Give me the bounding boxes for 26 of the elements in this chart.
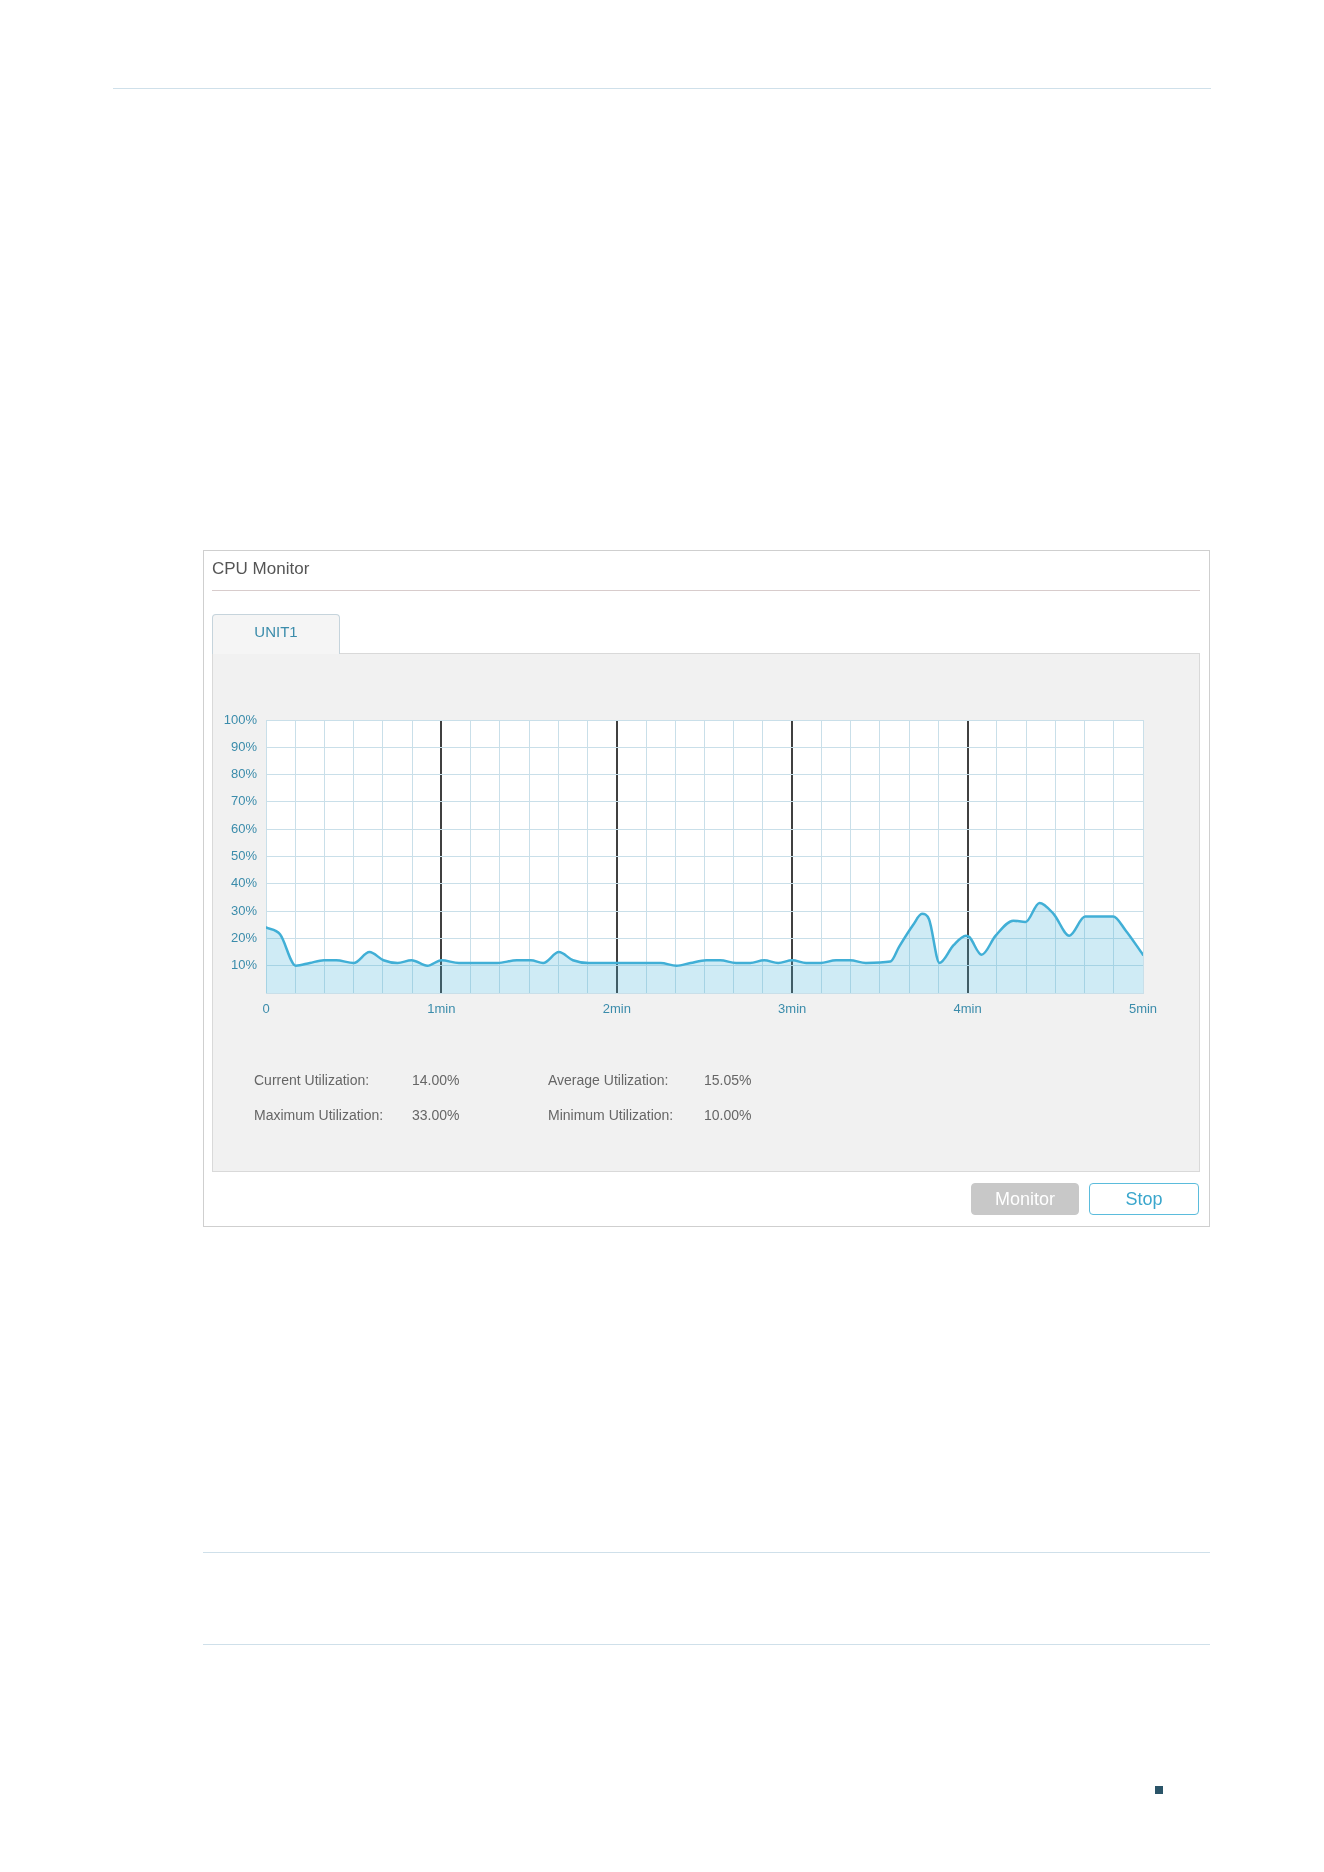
x-tick-label: 2min	[602, 1001, 631, 1017]
y-tick-label: 60%	[230, 820, 258, 836]
text: 33.00%	[412, 1107, 460, 1123]
y-tick-label: 30%	[230, 902, 258, 918]
y-tick-label: 10%	[230, 957, 258, 973]
chart-subtitle: UNIT1	[253, 622, 299, 642]
text: Maximum Utilization:	[254, 1107, 384, 1123]
x-tick-label: 5min	[1128, 1001, 1158, 1017]
text: 14.00%	[412, 1072, 460, 1088]
y-tick-label: 90%	[230, 738, 258, 754]
chart-title: CPU Monitor	[212, 559, 310, 579]
y-tick-label: 40%	[230, 875, 258, 891]
text: Average Utilization:	[548, 1072, 669, 1088]
text: Current Utilization:	[254, 1072, 370, 1088]
y-tick-label: 20%	[230, 929, 258, 945]
x-tick-label: 0	[262, 1001, 270, 1017]
text: 15.05%	[704, 1072, 752, 1088]
x-tick-label: 3min	[778, 1001, 807, 1017]
y-tick-label: 80%	[230, 766, 258, 782]
y-tick-label: 100%	[223, 711, 258, 727]
text: 10.00%	[704, 1107, 752, 1123]
x-tick-label: 4min	[953, 1001, 982, 1017]
y-tick-label: 70%	[230, 793, 258, 809]
text: Minimum Utilization:	[548, 1107, 674, 1123]
y-tick-label: 50%	[230, 848, 258, 864]
x-tick-label: 1min	[427, 1001, 456, 1017]
